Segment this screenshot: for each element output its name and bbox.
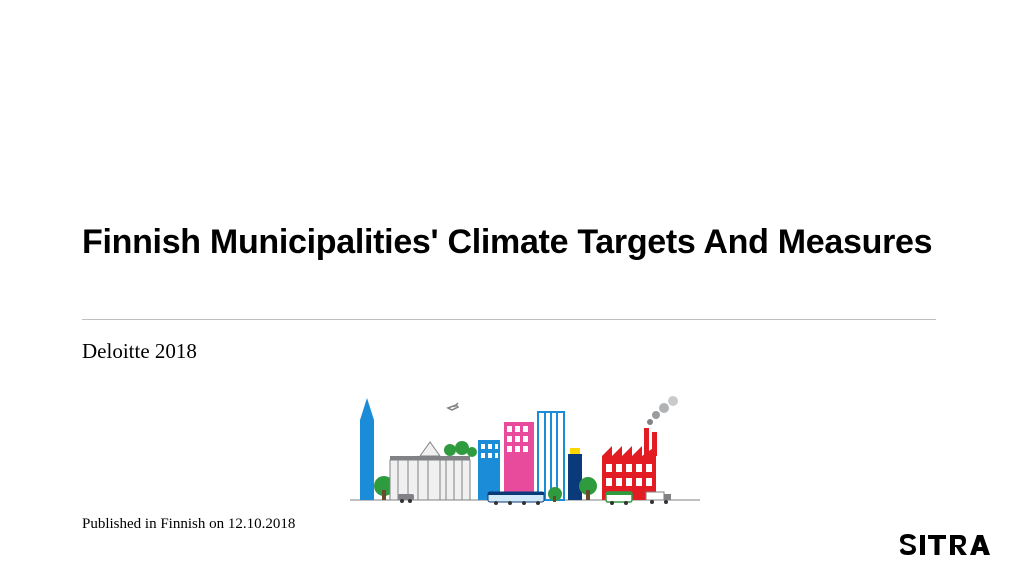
sitra-logo [900, 534, 996, 561]
city-svg [350, 390, 700, 510]
divider-line [82, 319, 936, 320]
sitra-logo-svg [900, 534, 996, 556]
slide: Finnish Municipalities' Climate Targets … [0, 0, 1020, 573]
slide-subtitle: Deloitte 2018 [82, 339, 197, 364]
slide-title: Finnish Municipalities' Climate Targets … [82, 222, 938, 262]
city-illustration [350, 390, 700, 510]
published-line: Published in Finnish on 12.10.2018 [82, 516, 295, 533]
